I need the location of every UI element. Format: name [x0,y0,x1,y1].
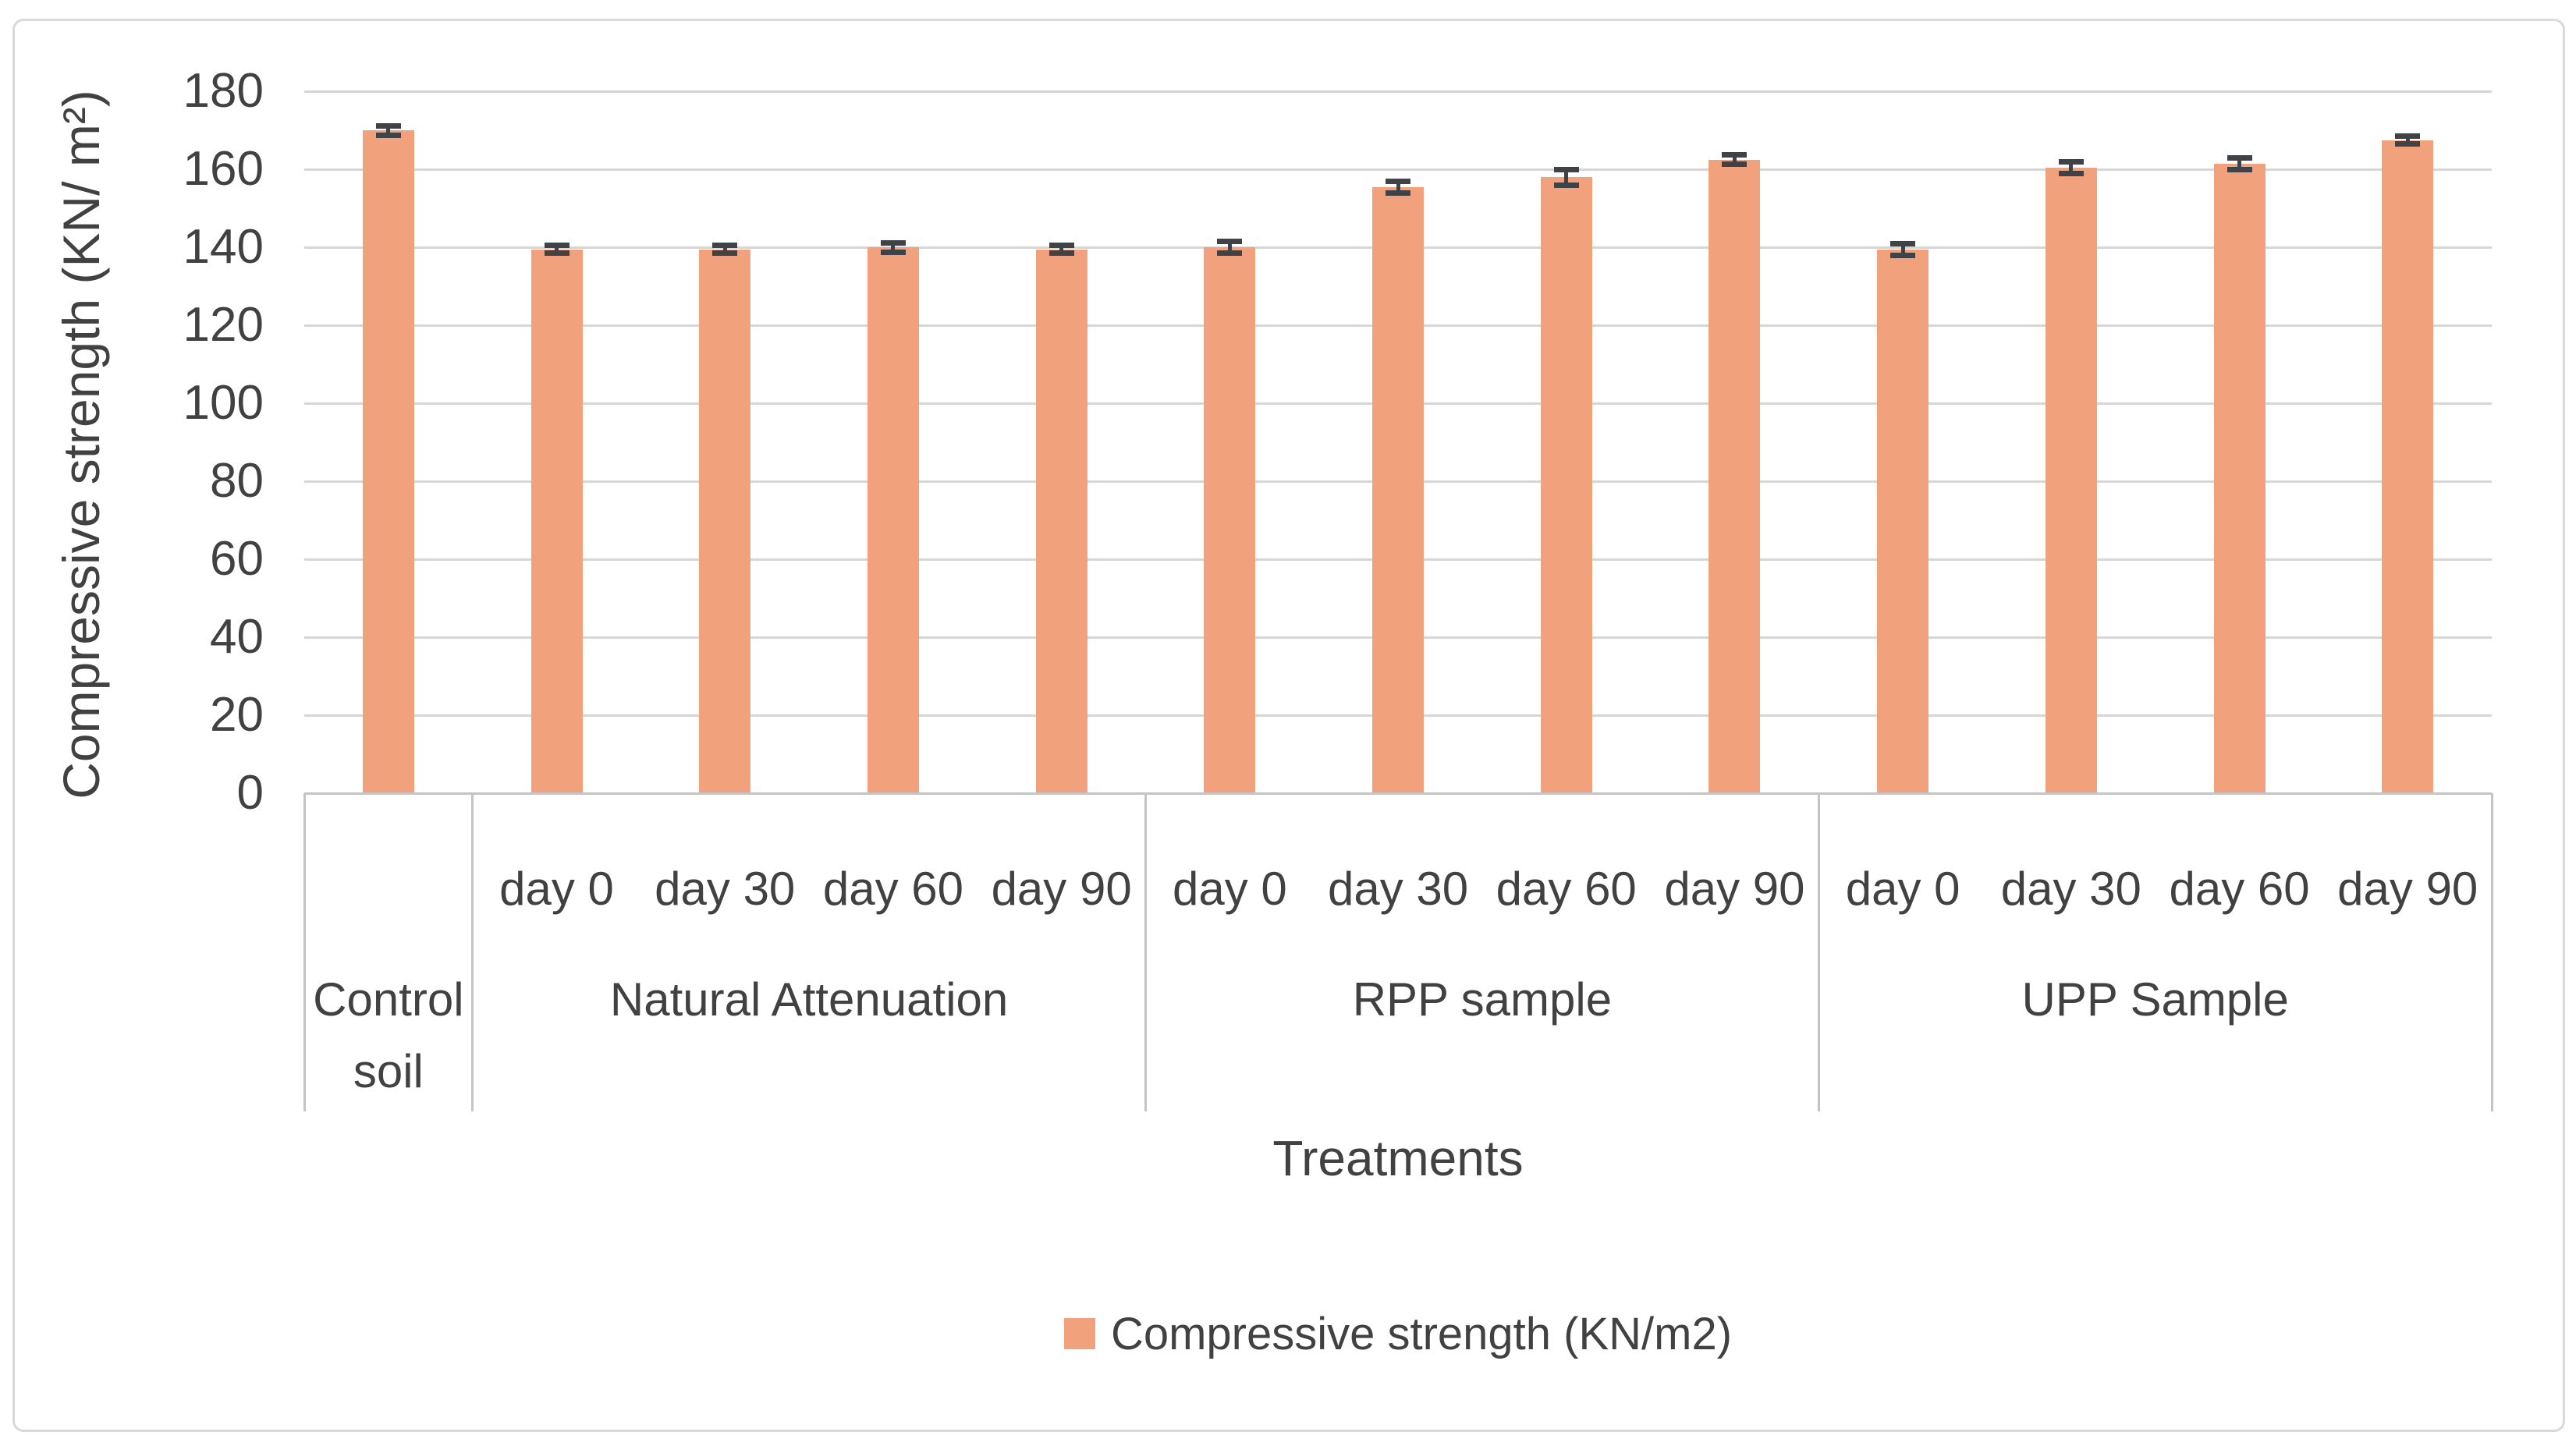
error-bar-cap-top [1386,178,1411,184]
y-axis-tick-label: 160 [183,142,264,196]
group-label: RPP sample [1352,973,1613,1026]
error-bar-whisker [1564,169,1569,185]
category-separator [1817,793,1820,1111]
gridline [304,168,2493,171]
y-axis-tick-label: 20 [210,688,264,742]
day-label: day 90 [2337,863,2478,915]
category-separator [303,793,306,1111]
bar [362,130,414,793]
bar [1708,159,1761,793]
day-label: day 0 [499,863,614,915]
legend-color-swatch [1063,1318,1095,1349]
day-label: day 60 [822,863,964,915]
group-label: Control soil [313,973,464,1097]
error-bar-whisker [555,245,559,253]
error-bar-cap-top [712,243,738,248]
day-label: day 90 [991,863,1132,915]
error-bar-cap-bottom [2058,170,2084,176]
y-axis-tick-label: 40 [210,610,264,664]
error-bar-cap-bottom [880,249,906,255]
error-bar-cap-top [375,122,401,129]
error-bar-cap-bottom [2395,141,2421,147]
error-bar-cap-bottom [1217,250,1243,256]
bar [2213,163,2266,793]
error-bar-cap-bottom [1890,252,1916,258]
bar [1877,249,1929,793]
figure-border [12,19,2565,1432]
group-label: Natural Attenuation [609,973,1009,1026]
error-bar-whisker [1227,241,1232,253]
x-axis-title: Treatments [1272,1130,1524,1186]
error-bar-cap-bottom [1048,250,1074,256]
y-axis-tick-label: 180 [183,64,264,118]
error-bar-cap-top [544,243,569,248]
bar [2045,167,2097,793]
legend: Compressive strength (KN/m2) [304,1301,2492,1366]
legend-label: Compressive strength (KN/m2) [1110,1308,1733,1359]
bar [1035,249,1088,793]
error-bar-cap-bottom [375,132,401,138]
day-label: day 90 [1664,863,1805,915]
category-separator [1144,793,1147,1111]
day-label: day 30 [1327,863,1469,915]
day-label: day 0 [1172,863,1287,915]
bar [1540,177,1592,793]
error-bar-whisker [386,126,391,135]
error-bar-whisker [891,243,896,252]
bar [1204,247,1256,793]
y-axis-tick-label: 80 [210,454,264,508]
error-bar-cap-top [2227,154,2252,161]
error-bar-whisker [2405,136,2410,144]
bar [867,247,919,793]
error-bar-cap-top [2395,133,2421,139]
error-bar-cap-bottom [712,250,738,256]
day-label: day 60 [2169,863,2310,915]
y-axis-tick-label: 120 [183,298,264,352]
error-bar-whisker [2069,161,2074,173]
bar [699,249,751,793]
error-bar-cap-top [1048,243,1074,248]
y-axis-tick-label: 100 [183,376,264,430]
y-axis-tick-label: 0 [236,766,264,820]
error-bar-cap-top [1217,239,1243,244]
error-bar-cap-bottom [544,250,569,256]
bar [2382,140,2434,793]
error-bar-whisker [1732,154,1737,165]
bar [1372,186,1425,793]
group-label: UPP Sample [2021,973,2289,1026]
error-bar-whisker [1059,245,1064,253]
axis-baseline [304,792,2493,795]
day-label: day 30 [2000,863,2141,915]
error-bar-whisker [1900,243,1905,255]
error-bar-whisker [2237,158,2242,169]
error-bar-cap-top [1890,240,1916,246]
error-bar-cap-top [1553,166,1579,172]
error-bar-cap-bottom [1553,182,1579,188]
error-bar-whisker [722,245,727,253]
category-separator [471,793,474,1111]
error-bar-whisker [1396,181,1400,193]
error-bar-cap-bottom [2227,166,2252,172]
day-label: day 0 [1845,863,1960,915]
y-axis-tick-label: 140 [183,220,264,274]
error-bar-cap-top [880,239,906,246]
error-bar-cap-top [1722,152,1747,158]
day-label: day 60 [1496,863,1637,915]
day-label: day 30 [655,863,796,915]
gridline [304,90,2493,93]
y-axis-tick-label: 60 [210,532,264,586]
error-bar-cap-top [2058,158,2084,165]
bar [530,249,583,793]
category-separator [2490,793,2493,1111]
error-bar-cap-bottom [1386,190,1411,196]
error-bar-cap-bottom [1722,161,1747,167]
